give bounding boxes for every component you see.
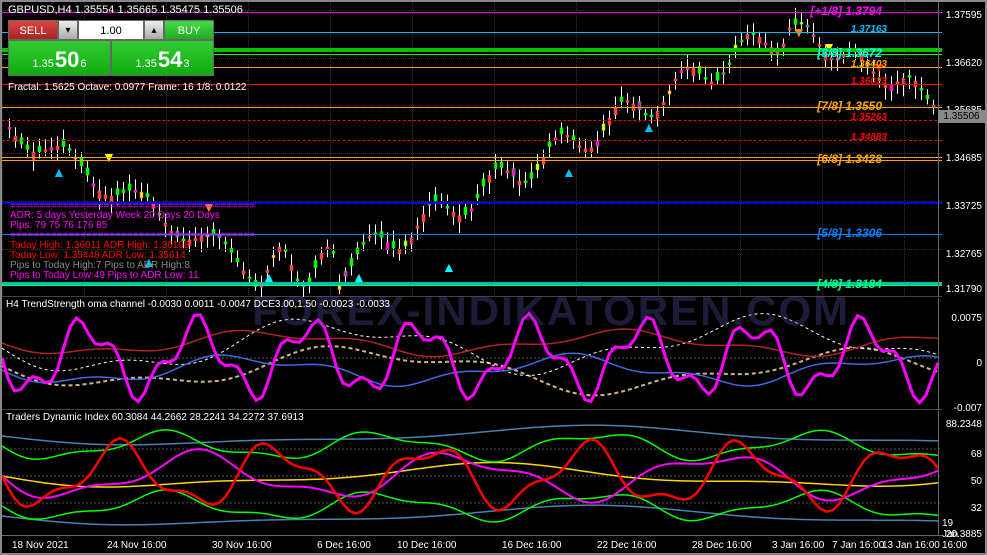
volume-up[interactable]: ▴ (144, 20, 164, 40)
svg-text:▲: ▲ (52, 164, 66, 180)
ind2-svg (2, 411, 942, 537)
time-axis: 18 Nov 202124 Nov 16:0030 Nov 16:006 Dec… (2, 535, 942, 553)
watermark: FOREX-INDIKATOREN.COM (252, 287, 850, 335)
svg-text:▲: ▲ (562, 164, 576, 180)
volume-down[interactable]: ▾ (58, 20, 78, 40)
ind1-title: H4 TrendStrength oma channel -0.0030 0.0… (6, 299, 390, 310)
chart-title: GBPUSD,H4 1.35554 1.35665 1.35475 1.3550… (2, 2, 985, 18)
buy-button[interactable]: BUY (164, 20, 214, 40)
sell-price[interactable]: 1.35 50 6 (8, 40, 111, 76)
trade-panel: SELL ▾ 1.00 ▴ BUY 1.35 50 6 1.35 54 3 (8, 20, 214, 76)
buy-price[interactable]: 1.35 54 3 (111, 40, 214, 76)
ind2-title: Traders Dynamic Index 60.3084 44.2662 28… (6, 412, 304, 423)
volume-input[interactable]: 1.00 (78, 20, 144, 40)
svg-text:▲: ▲ (442, 259, 456, 275)
sell-button[interactable]: SELL (8, 20, 58, 40)
indicator-2[interactable]: Traders Dynamic Index 60.3084 44.2662 28… (2, 411, 942, 537)
info-line: Fractal: 1.5625 Octave: 0.0977 Frame: 16… (8, 82, 246, 93)
ind1-scale: 0.00750-0.007 (938, 298, 985, 410)
svg-text:▲: ▲ (642, 119, 656, 135)
price-scale: 1.375951.366201.356851.346851.337251.327… (938, 2, 985, 297)
